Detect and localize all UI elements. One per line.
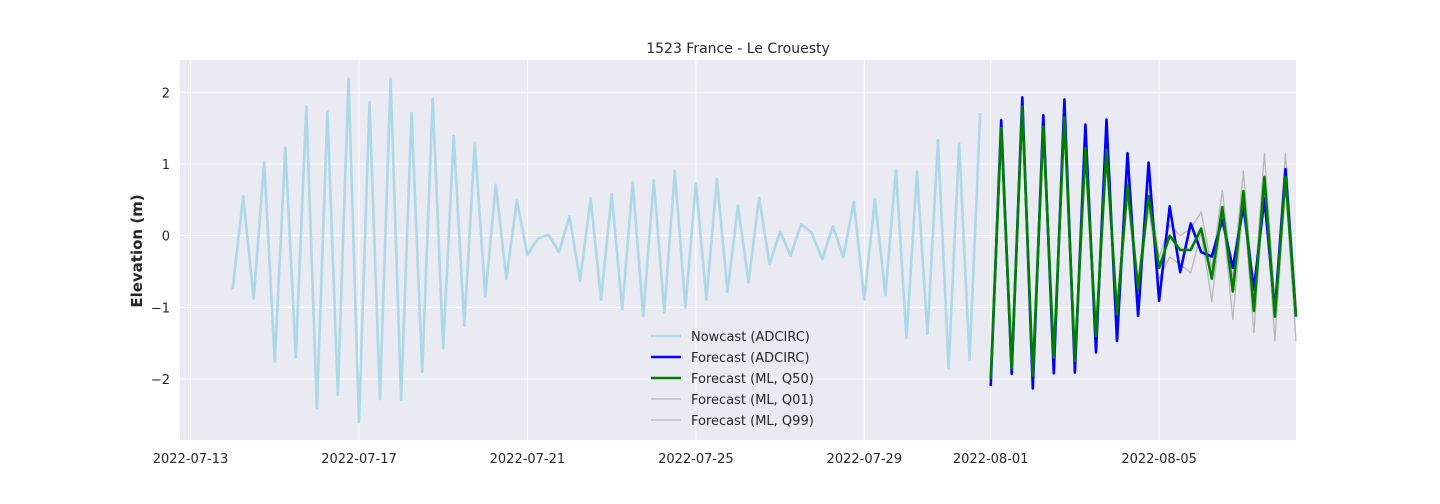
legend-label: Forecast (ML, Q01)	[691, 393, 814, 408]
x-tick-label: 2022-07-21	[490, 452, 566, 467]
legend-label: Forecast (ML, Q99)	[691, 414, 814, 429]
grid	[180, 60, 1296, 440]
chart-title: 1523 France - Le Crouesty	[646, 41, 830, 57]
y-tick-label: −2	[151, 373, 170, 388]
x-axis-ticks: 2022-07-13 2022-07-17 2022-07-21 2022-07-25…	[153, 452, 1197, 467]
x-tick-label: 2022-08-01	[953, 452, 1029, 467]
x-tick-label: 2022-07-25	[658, 452, 734, 467]
x-tick-label: 2022-07-13	[153, 452, 229, 467]
legend-label: Nowcast (ADCIRC)	[691, 330, 810, 345]
x-tick-label: 2022-08-05	[1121, 452, 1197, 467]
y-tick-label: 0	[162, 230, 170, 245]
y-tick-label: 1	[162, 158, 170, 173]
series-layer	[231, 77, 1298, 424]
series-line-forecast-q50	[989, 105, 1298, 380]
plot-background	[180, 60, 1296, 440]
legend: Nowcast (ADCIRC) Forecast (ADCIRC) Forecas…	[651, 330, 814, 429]
y-tick-label: 2	[162, 86, 170, 101]
x-tick-label: 2022-07-29	[827, 452, 903, 467]
x-tick-label: 2022-07-17	[321, 452, 397, 467]
y-axis-ticks: 2 1 0 −1 −2	[151, 86, 170, 388]
series-line-nowcast	[231, 77, 982, 424]
y-tick-label: −1	[151, 301, 170, 316]
y-axis-label: Elevation (m)	[128, 194, 146, 307]
legend-label: Forecast (ADCIRC)	[691, 351, 810, 366]
legend-label: Forecast (ML, Q50)	[691, 372, 814, 387]
